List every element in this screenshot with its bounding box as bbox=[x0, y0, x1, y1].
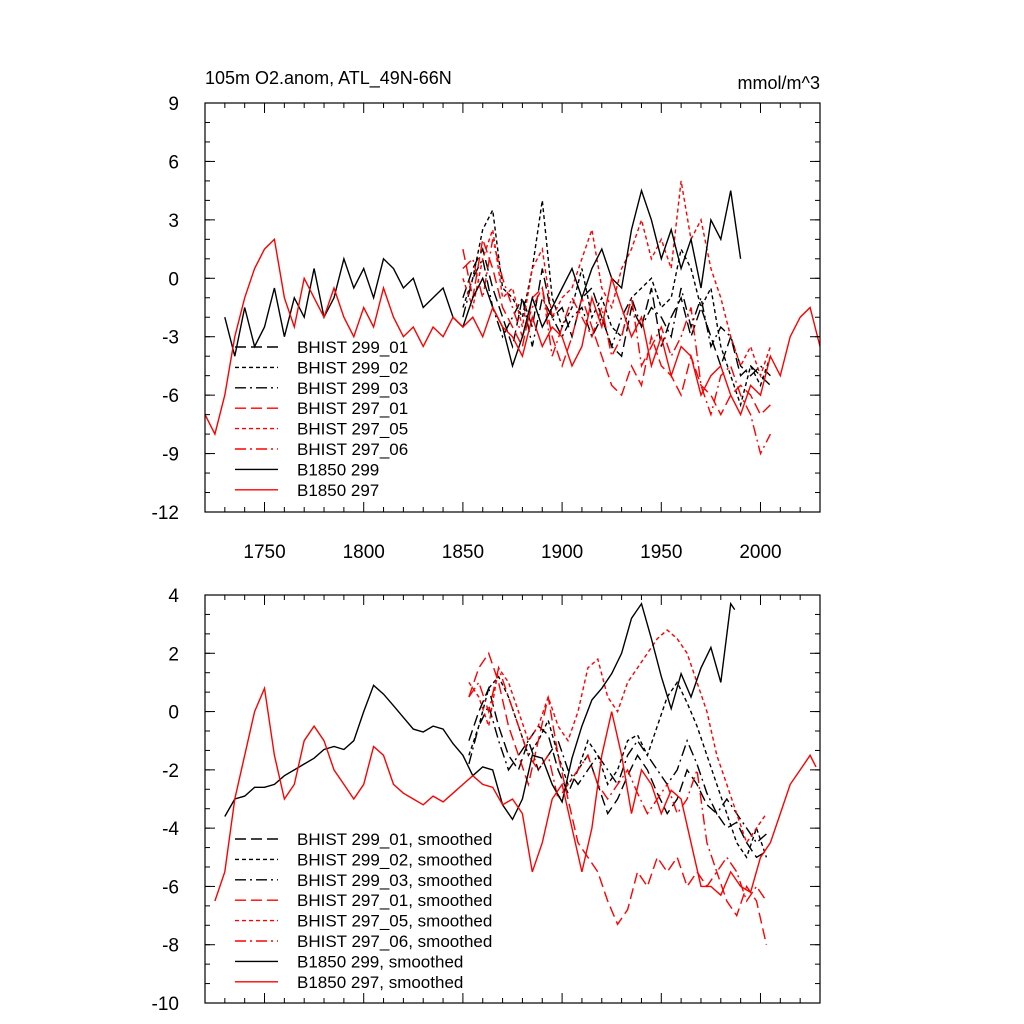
legend-label: B1850 297, smoothed bbox=[297, 973, 463, 992]
chart-panel-1: 9 6 3 0 -3 -6 -9 -12 1750 1800 1850 1900 1950 2000 105… bbox=[152, 68, 821, 563]
series-line-1-4 bbox=[462, 239, 771, 417]
series-line-2-2 bbox=[468, 675, 768, 859]
legend-label: BHIST 297_01 bbox=[297, 399, 408, 418]
legend-label: BHIST 297_05, smoothed bbox=[297, 912, 492, 931]
plot-frame bbox=[204, 102, 821, 513]
x-tick-label: 1750 bbox=[243, 542, 285, 563]
y-tick-label: -10 bbox=[152, 994, 179, 1015]
y-tick-label: 4 bbox=[168, 586, 179, 607]
legend-label: BHIST 299_03, smoothed bbox=[297, 871, 492, 890]
y-tick-label: -8 bbox=[162, 936, 179, 957]
x-tick-label: 1950 bbox=[640, 542, 682, 563]
legend-label: BHIST 299_02 bbox=[297, 358, 408, 377]
legend-label: BHIST 299_03 bbox=[297, 379, 408, 398]
series-line-2-6 bbox=[468, 665, 767, 903]
series-line-2-5 bbox=[468, 629, 767, 845]
legend-label: B1850 299 bbox=[297, 460, 379, 479]
x-tick-label: 2000 bbox=[739, 542, 781, 563]
series-line-1-7 bbox=[224, 188, 742, 369]
legend-label: BHIST 297_06 bbox=[297, 440, 408, 459]
plot-frame bbox=[204, 594, 821, 1004]
y-tick-label: -9 bbox=[162, 445, 179, 466]
series-line-2-4 bbox=[468, 651, 768, 945]
y-tick-label: -4 bbox=[162, 819, 179, 840]
x-tick-label: 1800 bbox=[343, 542, 385, 563]
y-tick-label: 0 bbox=[168, 703, 179, 724]
y-tick-label: 0 bbox=[168, 269, 179, 290]
series-line-2-7 bbox=[224, 601, 736, 821]
legend-label: BHIST 297_01, smoothed bbox=[297, 891, 492, 910]
legend-label: BHIST 299_01 bbox=[297, 338, 408, 357]
chart-title: 105m O2.anom, ATL_49N-66N bbox=[205, 68, 452, 89]
x-tick-label: 1850 bbox=[442, 542, 484, 563]
y-tick-label: 2 bbox=[168, 644, 179, 665]
legend-label: BHIST 299_01, smoothed bbox=[297, 830, 492, 849]
series-line-1-2 bbox=[462, 200, 772, 408]
series-line-1-5 bbox=[462, 180, 772, 378]
y-tick-label: -12 bbox=[152, 503, 179, 524]
chart-units: mmol/m^3 bbox=[738, 73, 820, 93]
series-line-1-1 bbox=[462, 247, 771, 386]
y-tick-label: 3 bbox=[168, 211, 179, 232]
y-tick-label: 6 bbox=[168, 152, 179, 173]
legend-label: BHIST 297_05 bbox=[297, 420, 408, 439]
y-tick-label: -6 bbox=[162, 386, 179, 407]
legend-label: BHIST 297_06, smoothed bbox=[297, 932, 492, 951]
legend-label: BHIST 299_02, smoothed bbox=[297, 850, 492, 869]
legend-label: B1850 299, smoothed bbox=[297, 952, 463, 971]
y-tick-label: -3 bbox=[162, 328, 179, 349]
series-line-2-8 bbox=[214, 685, 817, 902]
y-tick-label: 9 bbox=[168, 94, 179, 115]
legend-label: B1850 297 bbox=[297, 481, 379, 500]
series-line-1-6 bbox=[462, 239, 772, 456]
series-line-2-3 bbox=[468, 703, 767, 844]
series-line-2-1 bbox=[468, 686, 767, 859]
y-tick-label: -6 bbox=[162, 877, 179, 898]
series-line-1-8 bbox=[205, 237, 820, 437]
y-tick-label: -2 bbox=[162, 761, 179, 782]
x-tick-label: 1900 bbox=[541, 542, 583, 563]
